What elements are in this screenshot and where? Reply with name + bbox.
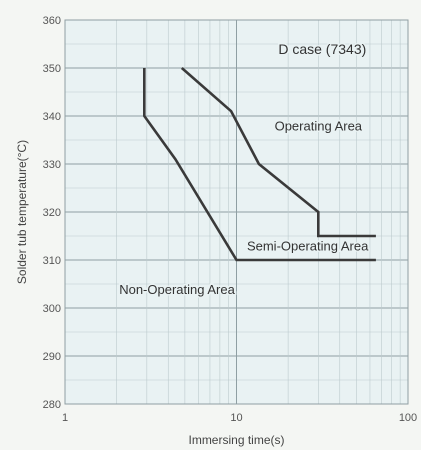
y-tick-label: 360 <box>43 15 61 27</box>
series-line-1 <box>143 68 376 262</box>
x-tick-label: 1 <box>62 412 68 424</box>
y-tick-label: 310 <box>43 255 61 267</box>
y-tick-label: 280 <box>43 399 61 411</box>
series <box>143 67 376 262</box>
grid <box>64 19 409 405</box>
x-tick-label: 10 <box>230 412 242 424</box>
plot-frame <box>64 19 409 405</box>
x-tick-label: 100 <box>399 412 417 424</box>
series-line-2 <box>180 67 376 238</box>
y-tick-label: 300 <box>43 303 61 315</box>
x-axis-title: Immersing time(s) <box>188 433 284 447</box>
y-tick-labels: 280 290 300 310 320 330 340 350 360 <box>43 15 61 411</box>
y-tick-label: 350 <box>43 63 61 75</box>
y-tick-label: 320 <box>43 207 61 219</box>
chart-title: D case (7343) <box>278 41 366 57</box>
y-axis-title: Solder tub temperature(°C) <box>15 140 29 284</box>
annotations: Operating Area Semi-Operating Area Non-Ope… <box>118 117 371 298</box>
area-annotation: Non-Operating Area <box>119 282 235 297</box>
y-tick-label: 290 <box>43 351 61 363</box>
area-annotation: Operating Area <box>275 119 363 134</box>
y-tick-label: 340 <box>43 111 61 123</box>
x-tick-labels: 1 10 100 <box>62 412 417 424</box>
area-annotation: Semi-Operating Area <box>247 239 369 254</box>
y-tick-label: 330 <box>43 159 61 171</box>
